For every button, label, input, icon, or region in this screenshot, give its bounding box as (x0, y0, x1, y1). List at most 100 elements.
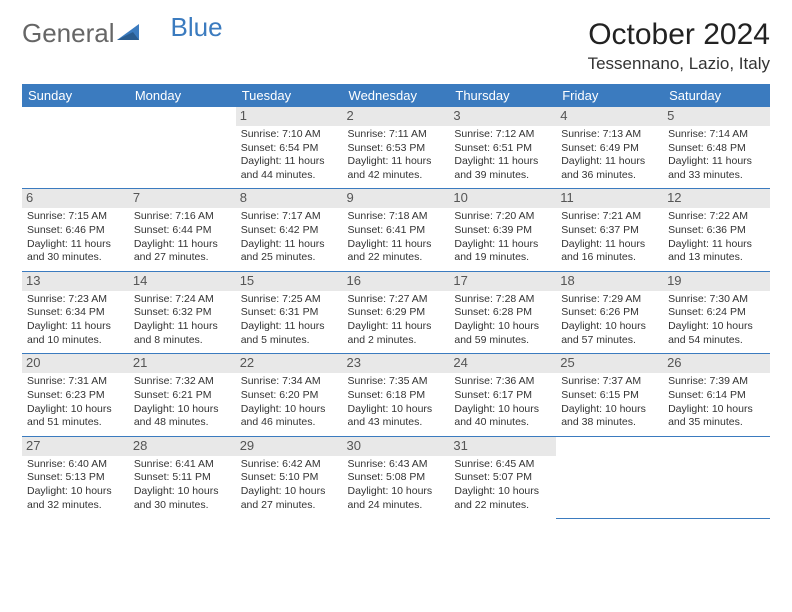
day-number: 28 (129, 437, 236, 456)
sunset-text: Sunset: 6:18 PM (348, 389, 445, 403)
calendar-cell (22, 107, 129, 189)
day-number: 7 (129, 189, 236, 208)
day-header-row: Sunday Monday Tuesday Wednesday Thursday… (22, 84, 770, 107)
day-number: 30 (343, 437, 450, 456)
daylight-text: Daylight: 10 hours and 59 minutes. (454, 320, 551, 347)
day-number: 21 (129, 354, 236, 373)
sunset-text: Sunset: 6:21 PM (134, 389, 231, 403)
day-number: 26 (663, 354, 770, 373)
day-number: 14 (129, 272, 236, 291)
daylight-text: Daylight: 11 hours and 13 minutes. (668, 238, 765, 265)
sunrise-text: Sunrise: 7:34 AM (241, 375, 338, 389)
calendar-cell: 1Sunrise: 7:10 AMSunset: 6:54 PMDaylight… (236, 107, 343, 189)
daylight-text: Daylight: 10 hours and 30 minutes. (134, 485, 231, 512)
sunrise-text: Sunrise: 7:28 AM (454, 293, 551, 307)
sunset-text: Sunset: 5:10 PM (241, 471, 338, 485)
daylight-text: Daylight: 11 hours and 19 minutes. (454, 238, 551, 265)
sunset-text: Sunset: 6:20 PM (241, 389, 338, 403)
calendar-cell: 18Sunrise: 7:29 AMSunset: 6:26 PMDayligh… (556, 271, 663, 353)
sunset-text: Sunset: 6:37 PM (561, 224, 658, 238)
calendar-row: 27Sunrise: 6:40 AMSunset: 5:13 PMDayligh… (22, 436, 770, 518)
sunset-text: Sunset: 5:11 PM (134, 471, 231, 485)
day-number: 5 (663, 107, 770, 126)
daylight-text: Daylight: 10 hours and 35 minutes. (668, 403, 765, 430)
day-number: 1 (236, 107, 343, 126)
day-number: 23 (343, 354, 450, 373)
sunset-text: Sunset: 6:14 PM (668, 389, 765, 403)
calendar-cell: 12Sunrise: 7:22 AMSunset: 6:36 PMDayligh… (663, 189, 770, 271)
calendar-table: Sunday Monday Tuesday Wednesday Thursday… (22, 84, 770, 519)
daylight-text: Daylight: 10 hours and 57 minutes. (561, 320, 658, 347)
calendar-cell: 26Sunrise: 7:39 AMSunset: 6:14 PMDayligh… (663, 354, 770, 436)
daylight-text: Daylight: 10 hours and 54 minutes. (668, 320, 765, 347)
day-number: 3 (449, 107, 556, 126)
daylight-text: Daylight: 10 hours and 46 minutes. (241, 403, 338, 430)
month-title: October 2024 (588, 18, 770, 52)
calendar-cell: 17Sunrise: 7:28 AMSunset: 6:28 PMDayligh… (449, 271, 556, 353)
day-header: Wednesday (343, 84, 450, 107)
sunrise-text: Sunrise: 7:27 AM (348, 293, 445, 307)
calendar-cell: 3Sunrise: 7:12 AMSunset: 6:51 PMDaylight… (449, 107, 556, 189)
daylight-text: Daylight: 10 hours and 43 minutes. (348, 403, 445, 430)
calendar-cell: 5 Sunrise: 7:14 AMSunset: 6:48 PMDaylight… (663, 107, 770, 189)
logo: General Blue (22, 18, 223, 49)
day-number: 13 (22, 272, 129, 291)
calendar-cell: 28 Sunrise: 6:41 AMSunset: 5:11 PMDayligh… (129, 436, 236, 518)
sunrise-text: Sunrise: 7:24 AM (134, 293, 231, 307)
sunrise-text: Sunrise: 7:37 AM (561, 375, 658, 389)
daylight-text: Daylight: 11 hours and 27 minutes. (134, 238, 231, 265)
calendar-cell: 13Sunrise: 7:23 AMSunset: 6:34 PMDayligh… (22, 271, 129, 353)
sunset-text: Sunset: 6:34 PM (27, 306, 124, 320)
sunrise-text: Sunrise: 6:40 AM (27, 458, 124, 472)
calendar-cell: 20Sunrise: 7:31 AMSunset: 6:23 PMDayligh… (22, 354, 129, 436)
sunset-text: Sunset: 6:28 PM (454, 306, 551, 320)
day-header: Thursday (449, 84, 556, 107)
calendar-cell: 23Sunrise: 7:35 AMSunset: 6:18 PMDayligh… (343, 354, 450, 436)
sunset-text: Sunset: 6:15 PM (561, 389, 658, 403)
day-number: 4 (556, 107, 663, 126)
daylight-text: Daylight: 11 hours and 16 minutes. (561, 238, 658, 265)
logo-text-blue: Blue (171, 12, 223, 43)
location: Tessennano, Lazio, Italy (588, 54, 770, 74)
sunrise-text: Sunrise: 7:32 AM (134, 375, 231, 389)
calendar-cell: 4Sunrise: 7:13 AMSunset: 6:49 PMDaylight… (556, 107, 663, 189)
sunrise-text: Sunrise: 7:31 AM (27, 375, 124, 389)
daylight-text: Daylight: 10 hours and 51 minutes. (27, 403, 124, 430)
calendar-row: 13 Sunrise: 7:23 AMSunset: 6:34 PM Dayligh… (22, 271, 770, 353)
day-number: 31 (449, 437, 556, 456)
day-number: 6 (22, 189, 129, 208)
daylight-text: Daylight: 10 hours and 40 minutes. (454, 403, 551, 430)
calendar-cell: 16Sunrise: 7:27 AMSunset: 6:29 PMDayligh… (343, 271, 450, 353)
calendar-cell (556, 436, 663, 518)
calendar-cell: 15Sunrise: 7:25 AMSunset: 6:31 PMDayligh… (236, 271, 343, 353)
sunset-text: Sunset: 6:44 PM (134, 224, 231, 238)
day-number: 29 (236, 437, 343, 456)
calendar-cell: 30Sunrise: 6:43 AMSunset: 5:08 PMDayligh… (343, 436, 450, 518)
sunset-text: Sunset: 6:54 PM (241, 142, 338, 156)
daylight-text: Daylight: 11 hours and 33 minutes. (668, 155, 765, 182)
calendar-cell: 10Sunrise: 7:20 AMSunset: 6:39 PMDayligh… (449, 189, 556, 271)
sunrise-text: Sunrise: 6:41 AM (134, 458, 231, 472)
sunrise-text: Sunrise: 7:23 AM (27, 293, 124, 307)
day-number: 27 (22, 437, 129, 456)
sunrise-text: Sunrise: 7:36 AM (454, 375, 551, 389)
daylight-text: Daylight: 10 hours and 27 minutes. (241, 485, 338, 512)
calendar-row: 20Sunrise: 7:31 AMSunset: 6:23 PMDayligh… (22, 354, 770, 436)
sunrise-text: Sunrise: 7:14 AM (668, 128, 765, 142)
day-number: 8 (236, 189, 343, 208)
daylight-text: Daylight: 11 hours and 22 minutes. (348, 238, 445, 265)
title-block: October 2024 Tessennano, Lazio, Italy (588, 18, 770, 74)
calendar-cell: 6Sunrise: 7:15 AMSunset: 6:46 PMDaylight… (22, 189, 129, 271)
sunrise-text: Sunrise: 7:12 AM (454, 128, 551, 142)
calendar-cell: 22Sunrise: 7:34 AMSunset: 6:20 PMDayligh… (236, 354, 343, 436)
day-number: 25 (556, 354, 663, 373)
sunset-text: Sunset: 6:23 PM (27, 389, 124, 403)
sunset-text: Sunset: 6:48 PM (668, 142, 765, 156)
calendar-row: 1Sunrise: 7:10 AMSunset: 6:54 PMDaylight… (22, 107, 770, 189)
sunset-text: Sunset: 6:53 PM (348, 142, 445, 156)
day-number: 10 (449, 189, 556, 208)
sunrise-text: Sunrise: 7:18 AM (348, 210, 445, 224)
calendar-cell (663, 436, 770, 518)
calendar-cell: 2Sunrise: 7:11 AMSunset: 6:53 PMDaylight… (343, 107, 450, 189)
day-number: 9 (343, 189, 450, 208)
